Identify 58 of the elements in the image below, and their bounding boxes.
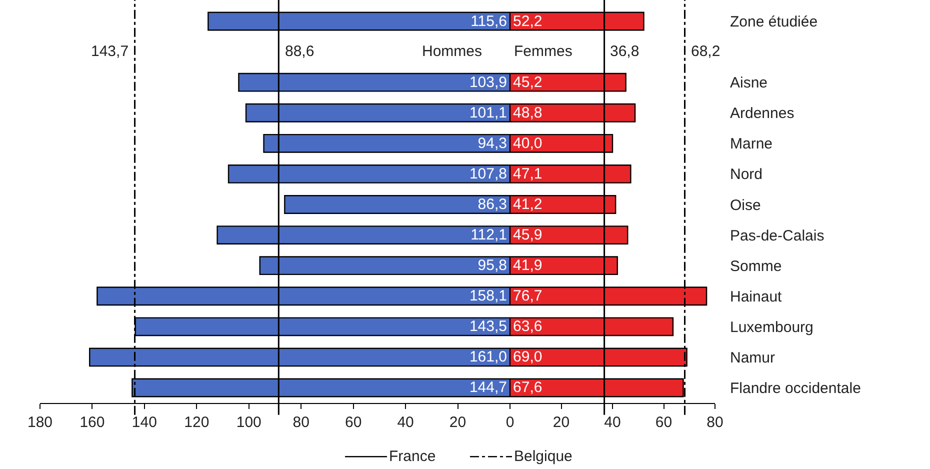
data-label: 95,8	[478, 257, 507, 274]
x-tick-label: 60	[344, 414, 362, 431]
y-tick-label: Luxembourg	[730, 318, 814, 336]
ref-line-label: 88,6	[285, 43, 314, 60]
data-label: 40,0	[513, 134, 542, 152]
x-tick-label: 0	[506, 414, 514, 431]
data-label: 48,8	[513, 104, 542, 122]
y-tick-label: Hainaut	[730, 288, 783, 306]
ref-line-label: 143,7	[91, 43, 129, 60]
data-label: 94,3	[478, 134, 507, 152]
data-label: 86,3	[478, 196, 507, 213]
data-label: 144,7	[469, 379, 507, 396]
y-tick-label: Aisne	[730, 74, 768, 92]
text: Belgique	[514, 448, 572, 465]
data-label: 115,6	[470, 12, 507, 30]
y-tick-label: Oise	[730, 196, 761, 214]
x-tick-label: 20	[449, 414, 466, 431]
data-label: 47,1	[513, 165, 542, 182]
data-label: 45,9	[513, 226, 542, 244]
data-label: 41,9	[513, 257, 542, 274]
y-tick-label: Marne	[730, 136, 773, 153]
y-tick-label: Flandre occidentale	[730, 380, 861, 397]
text: France	[389, 448, 436, 465]
y-tick-label: Somme	[730, 258, 782, 275]
ref-line-label: 36,8	[610, 43, 640, 60]
x-tick-label: 40	[397, 414, 414, 431]
x-tick-label: 80	[706, 414, 724, 431]
x-tick-label: 160	[80, 414, 105, 431]
data-label: 143,5	[469, 318, 507, 336]
y-tick-label: Pas-de-Calais	[730, 227, 824, 244]
x-tick-label: 80	[292, 414, 310, 431]
x-tick-label: 20	[552, 414, 570, 431]
x-tick-label: 120	[184, 414, 210, 431]
series-label: Femmes	[514, 43, 572, 60]
data-label: 52,2	[513, 12, 542, 30]
y-tick-label: Nord	[730, 166, 763, 184]
x-tick-label: 140	[132, 414, 157, 431]
x-tick-label: 40	[604, 414, 621, 431]
data-label: 76,7	[513, 288, 542, 305]
ref-line-label: 68,2	[691, 43, 720, 60]
data-label: 67,6	[513, 379, 542, 396]
x-tick-label: 100	[236, 414, 262, 431]
data-label: 112,1	[470, 226, 507, 244]
data-label: 45,2	[513, 74, 542, 91]
data-label: 69,0	[513, 348, 542, 366]
y-tick-label: Zone étudiée	[730, 14, 818, 31]
data-label: 107,8	[469, 165, 507, 182]
data-label: 103,9	[469, 74, 507, 91]
data-label: 161,0	[469, 348, 507, 366]
series-label: Hommes	[422, 43, 482, 60]
data-label: 63,6	[513, 318, 542, 336]
y-tick-label: Ardennes	[730, 105, 794, 122]
x-tick-label: 180	[27, 414, 53, 431]
y-tick-label: Namur	[730, 349, 776, 366]
x-tick-label: 60	[655, 414, 672, 431]
data-label: 41,2	[513, 196, 542, 213]
data-label: 101,1	[469, 104, 507, 122]
data-label: 158,1	[469, 288, 507, 305]
